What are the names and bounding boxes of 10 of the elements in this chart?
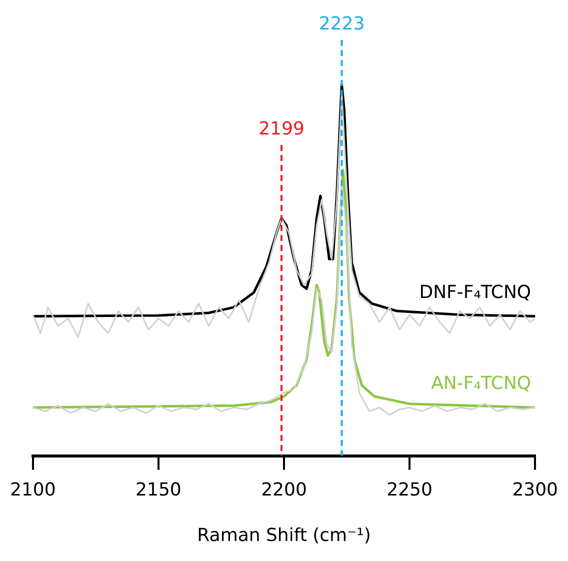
x-tick-label: 2100	[10, 479, 56, 500]
ref-line-label: 2199	[258, 118, 304, 140]
ref-line-label: 2223	[318, 14, 365, 35]
series-label: DNF-F₄TCNQ	[419, 282, 532, 303]
series-label: AN-F₄TCNQ	[431, 373, 532, 394]
x-tick-label: 2200	[261, 479, 307, 500]
x-axis-title: Raman Shift (cm⁻¹)	[197, 524, 371, 546]
x-tick-label: 2250	[386, 479, 432, 500]
x-tick-label: 2300	[512, 479, 558, 500]
x-tick-label: 2150	[136, 479, 182, 500]
